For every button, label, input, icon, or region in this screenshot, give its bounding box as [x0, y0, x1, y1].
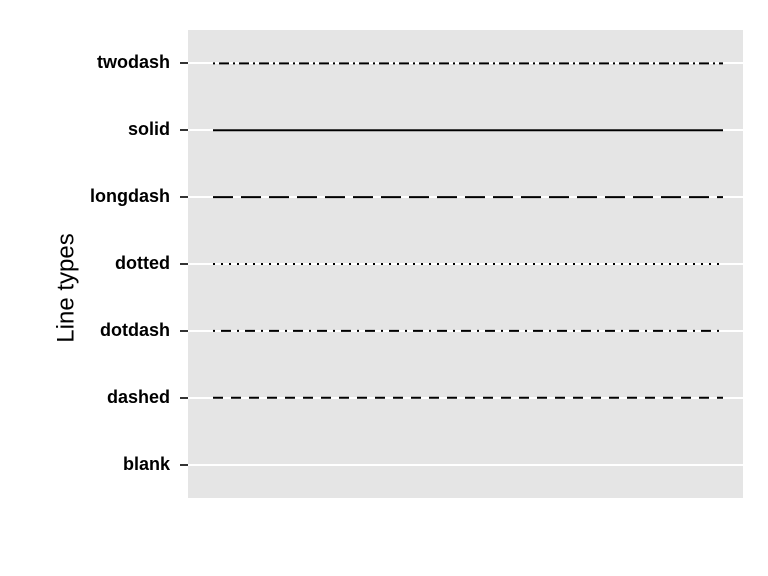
y-tick-label: solid	[0, 119, 170, 140]
y-tick-mark	[180, 196, 188, 198]
y-tick-label: twodash	[0, 52, 170, 73]
y-tick-label: longdash	[0, 186, 170, 207]
y-tick-label: blank	[0, 454, 170, 475]
y-tick-label: dashed	[0, 387, 170, 408]
y-tick-label: dotdash	[0, 320, 170, 341]
y-tick-mark	[180, 62, 188, 64]
y-tick-mark	[180, 464, 188, 466]
gridline	[188, 464, 743, 466]
plot-panel	[188, 30, 743, 498]
y-tick-mark	[180, 263, 188, 265]
y-tick-mark	[180, 129, 188, 131]
line-sample-dashed	[188, 30, 743, 498]
y-tick-mark	[180, 397, 188, 399]
y-tick-mark	[180, 330, 188, 332]
linetype-chart: Line types twodashsolidlongdashdotteddot…	[0, 0, 768, 576]
y-tick-label: dotted	[0, 253, 170, 274]
